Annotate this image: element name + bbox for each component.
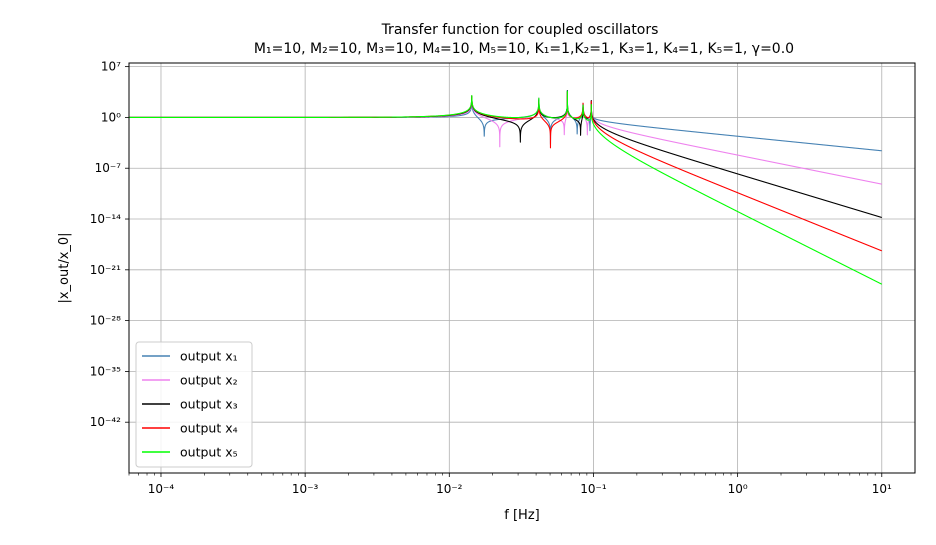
y-axis-label: |x_out/x_0| [57, 232, 72, 303]
series-line-3 [129, 90, 883, 219]
chart-subtitle: M₁=10, M₂=10, M₃=10, M₄=10, M₅=10, K₁=1,… [254, 41, 794, 57]
y-tick-label: 10⁰ [101, 110, 121, 124]
y-tick-label: 10⁻⁷ [95, 161, 122, 175]
x-tick-label: 10⁻³ [292, 482, 319, 496]
y-tick-label: 10⁻¹⁴ [90, 212, 121, 226]
y-tick-label: 10⁻⁴² [90, 415, 121, 429]
series-lines [129, 89, 883, 285]
legend-box [135, 341, 253, 468]
legend-label-1: output x₁ [180, 349, 238, 364]
x-tick-label: 10¹ [872, 482, 892, 496]
series-line-5 [129, 90, 883, 285]
y-tick-label: 10⁻²¹ [90, 263, 121, 277]
x-axis-label: f [Hz] [504, 508, 539, 523]
legend: output x₁ output x₂ output x₃ output x₄ outp… [135, 341, 253, 468]
x-tick-label: 10⁻¹ [580, 482, 607, 496]
chart-title: Transfer function for coupled oscillator… [381, 22, 659, 38]
y-tick-label: 10⁻²⁸ [90, 314, 121, 328]
y-tick-label: 10⁻³⁵ [90, 364, 121, 378]
legend-label-5: output x₅ [180, 445, 238, 460]
legend-label-4: output x₄ [180, 421, 238, 436]
x-tick-label: 10⁰ [728, 482, 748, 496]
y-tick-label: 10⁷ [101, 60, 121, 74]
x-tick-label: 10⁻⁴ [148, 482, 175, 496]
legend-label-3: output x₃ [180, 397, 238, 412]
legend-label-2: output x₂ [180, 373, 238, 388]
grid [129, 63, 915, 473]
axis-ticks: 10⁻⁴ 10⁻³ 10⁻² 10⁻¹ 10⁰ 10¹ 10⁷ 10⁰ 10⁻⁷ 10⁻¹⁴ 10⁻… [90, 60, 892, 496]
plot-frame [128, 62, 916, 474]
x-tick-label: 10⁻² [436, 482, 463, 496]
